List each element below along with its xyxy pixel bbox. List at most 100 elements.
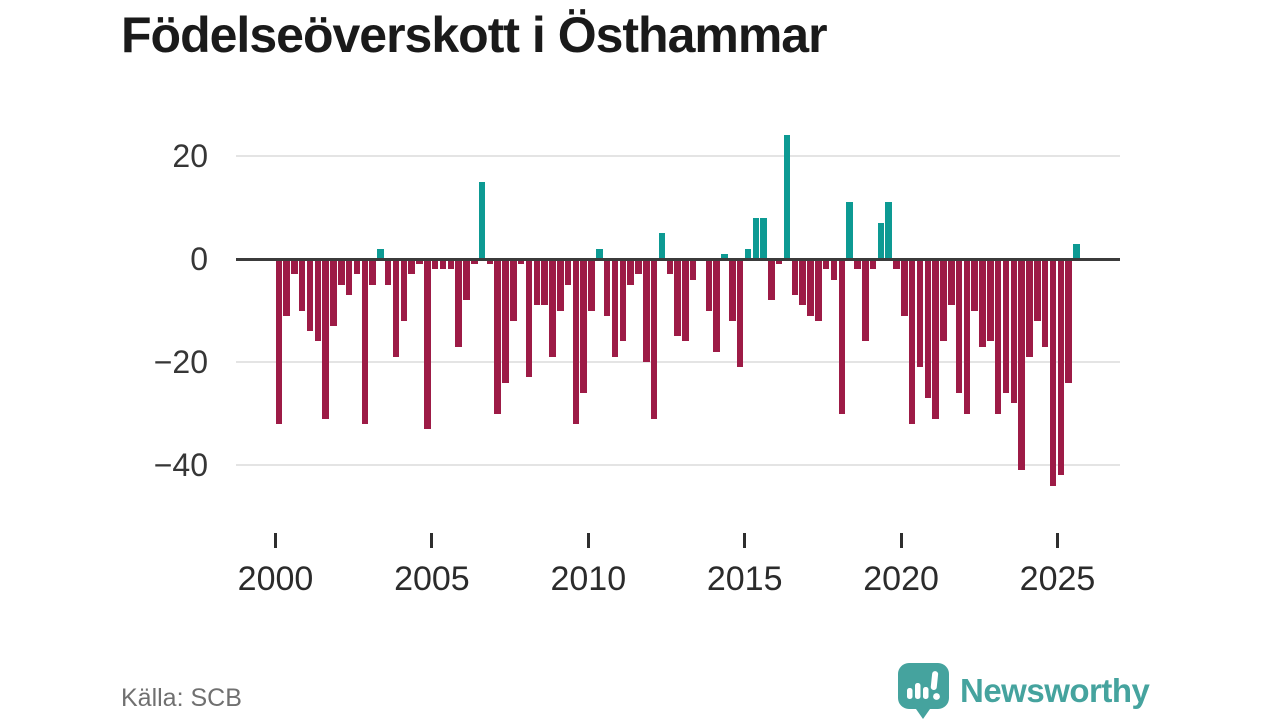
bar-2007-q2 (502, 259, 509, 383)
bar-2004-q4 (424, 259, 431, 429)
bar-2022-q1 (963, 259, 971, 414)
newsworthy-logo: Newsworthy (897, 662, 1150, 720)
x-axis-tick-2015 (743, 533, 747, 548)
bar-2009-q4 (580, 259, 587, 393)
bar-2001-q1 (306, 259, 314, 332)
bar-2024-q4 (1049, 259, 1057, 486)
bar-2013-q1 (682, 259, 689, 342)
bar-2002-q4 (361, 259, 369, 424)
bar-2018-q3 (854, 259, 861, 270)
bar-2001-q2 (314, 259, 322, 342)
bar-2016-q4 (799, 259, 806, 306)
bar-2003-q2 (377, 248, 384, 259)
x-axis-tick-2020 (899, 533, 903, 548)
plot-area (236, 135, 1120, 500)
bar-2021-q2 (940, 259, 947, 342)
bar-2011-q2 (627, 259, 634, 285)
bar-2022-q4 (987, 259, 994, 342)
bar-2015-q1 (744, 248, 752, 259)
bar-2021-q1 (932, 259, 939, 419)
bar-2013-q2 (689, 259, 697, 280)
bar-2000-q1 (275, 259, 282, 424)
bar-2023-q2 (1002, 259, 1010, 393)
bar-2012-q2 (658, 233, 666, 259)
zero-line (236, 257, 1120, 261)
bar-2004-q3 (416, 259, 423, 265)
x-axis-tick-2005 (430, 533, 434, 548)
bar-2025-q1 (1057, 259, 1064, 476)
bar-2018-q2 (846, 202, 853, 259)
bar-2014-q1 (713, 259, 720, 352)
source-label: Källa: SCB (121, 684, 242, 712)
bar-2003-q3 (384, 259, 392, 285)
bar-2012-q4 (674, 259, 681, 337)
bar-2010-q3 (603, 259, 611, 316)
y-axis-label-0: 0 (190, 241, 208, 277)
bar-2000-q2 (283, 259, 290, 316)
bar-2021-q4 (955, 259, 963, 393)
x-axis-label-2010: 2010 (550, 560, 627, 598)
bar-2000-q4 (298, 259, 306, 311)
x-axis-label-2015: 2015 (706, 560, 783, 598)
bar-2015-q4 (768, 259, 775, 301)
bar-2019-q4 (893, 259, 900, 270)
bar-2002-q1 (338, 259, 345, 285)
x-axis-tick-2000 (274, 533, 277, 548)
bar-2008-q2 (533, 259, 541, 306)
bar-2009-q2 (564, 259, 572, 285)
bar-2023-q4 (1018, 259, 1025, 471)
bar-2006-q2 (471, 259, 478, 265)
bar-2017-q4 (830, 259, 838, 280)
bar-2020-q1 (901, 259, 908, 316)
x-axis-label-2005: 2005 (394, 560, 470, 598)
bar-2004-q1 (400, 259, 408, 321)
bar-2005-q4 (455, 259, 462, 347)
bar-2007-q4 (517, 259, 525, 265)
logo-bar-large (923, 687, 929, 699)
bar-2006-q1 (463, 259, 470, 301)
bar-2015-q2 (752, 217, 760, 259)
bar-2016-q1 (775, 259, 783, 265)
bar-2023-q3 (1010, 259, 1018, 404)
bar-2005-q1 (431, 259, 439, 270)
x-axis-label-2025: 2025 (1019, 560, 1096, 598)
bar-2022-q3 (979, 259, 986, 347)
bar-2016-q3 (791, 259, 799, 296)
bar-2017-q1 (807, 259, 814, 316)
logo-bar-medium (915, 683, 921, 699)
bar-2009-q1 (557, 259, 564, 311)
bar-2004-q2 (408, 259, 415, 275)
bar-2014-q3 (729, 259, 736, 321)
bar-2010-q1 (588, 259, 595, 311)
bar-2011-q1 (619, 259, 627, 342)
chart-title: Födelseöverskott i Östhammar (121, 7, 828, 63)
gridline--40 (236, 464, 1120, 466)
bar-2022-q2 (971, 259, 978, 311)
bar-2012-q3 (666, 259, 673, 275)
bar-2010-q2 (596, 248, 603, 259)
bar-2017-q3 (822, 259, 830, 270)
bar-2020-q2 (908, 259, 916, 424)
bar-2015-q3 (760, 217, 767, 259)
bar-2007-q1 (494, 259, 501, 414)
newsworthy-speech-bubble-chart-icon (898, 663, 949, 719)
bar-2006-q3 (478, 181, 486, 259)
logo-wordmark: Newsworthy (960, 672, 1150, 709)
bar-2023-q1 (994, 259, 1002, 414)
bar-2007-q3 (510, 259, 517, 321)
bar-2024-q1 (1026, 259, 1033, 357)
bar-2017-q2 (815, 259, 822, 321)
y-axis-label--20: −20 (153, 344, 208, 380)
bar-2020-q4 (924, 259, 932, 399)
bar-2019-q3 (885, 202, 892, 259)
bar-2008-q3 (541, 259, 548, 306)
bar-2014-q4 (736, 259, 744, 368)
bar-2001-q3 (322, 259, 329, 419)
bar-2024-q2 (1034, 259, 1041, 321)
bar-2020-q3 (916, 259, 924, 368)
bar-2005-q3 (447, 259, 455, 270)
logo-exclamation-stem (930, 671, 939, 691)
x-axis-tick-2010 (586, 533, 590, 548)
bar-2012-q1 (650, 259, 658, 419)
